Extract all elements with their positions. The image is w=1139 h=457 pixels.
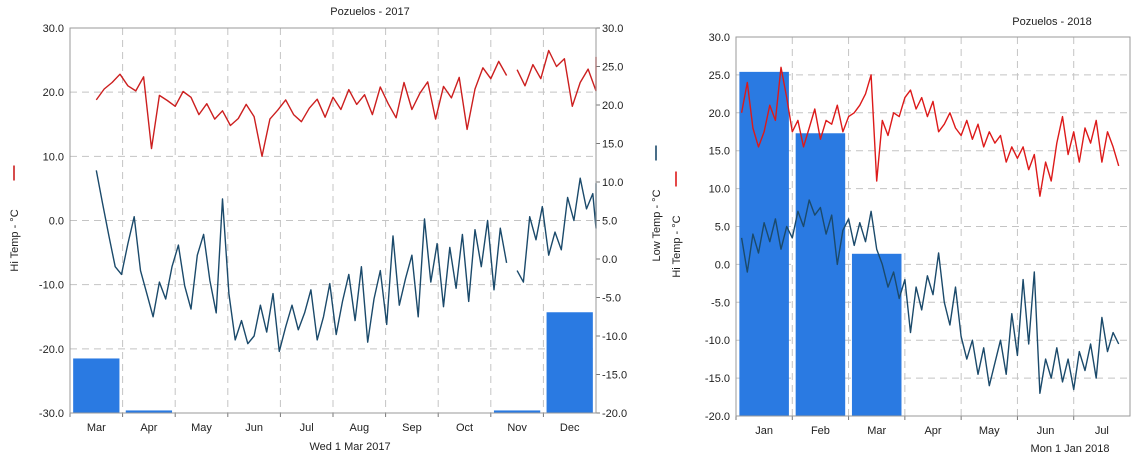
y-tick-left: 0.0 — [49, 216, 64, 228]
y-tick-right: -20.0 — [602, 408, 627, 420]
y-tick-right: -10.0 — [602, 331, 627, 343]
x-tick-label: Jun — [245, 422, 263, 434]
hi-temp-line — [95, 60, 508, 158]
chart-title: Pozuelos - 2017 — [330, 6, 410, 18]
low-temp-line — [740, 199, 1120, 394]
y-tick-right: 30.0 — [602, 23, 623, 35]
low-temp-line — [95, 170, 508, 353]
hi-temp-line — [516, 49, 597, 108]
y-tick-right: -5.0 — [602, 293, 621, 305]
y-tick-left: -10.0 — [705, 335, 730, 347]
y-axis-label-left: Hi Temp - °C — [671, 215, 683, 277]
x-tick-label: Dec — [560, 422, 580, 434]
y-tick-left: -20.0 — [39, 344, 64, 356]
y-tick-right: 5.0 — [602, 216, 617, 228]
y-tick-right: 25.0 — [602, 62, 623, 74]
x-axis-label: Wed 1 Mar 2017 — [309, 441, 390, 453]
y-tick-left: -20.0 — [705, 411, 730, 423]
bar — [125, 410, 173, 413]
x-tick-label: Apr — [924, 425, 941, 437]
x-tick-label: Oct — [456, 422, 473, 434]
bar — [795, 133, 846, 417]
y-tick-left: 20.0 — [43, 87, 64, 99]
y-tick-left: 10.0 — [43, 151, 64, 163]
x-tick-label: Apr — [140, 422, 157, 434]
y-tick-right: 20.0 — [602, 100, 623, 112]
y-tick-right: -15.0 — [602, 370, 627, 382]
x-tick-label: May — [191, 422, 212, 434]
chart-2017: 30.0 20.0 10.0 0.0 -10.0 -20.0 -30.0 30.0 25.0 20… — [9, 6, 663, 453]
x-tick-label: Mar — [87, 422, 106, 434]
plot-frame — [735, 36, 1131, 417]
y-tick-left: 30.0 — [709, 32, 730, 44]
chart-2018: 30.0 25.0 20.0 15.0 10.0 5.0 0.0 -5.0 -10.0 -15.0… — [671, 16, 1131, 455]
x-tick-label: Mar — [867, 425, 886, 437]
low-temp-line — [516, 177, 597, 283]
y-tick-right: 15.0 — [602, 139, 623, 151]
bar — [493, 410, 541, 413]
hi-temp-line — [740, 66, 1120, 197]
y-tick-left: -5.0 — [711, 297, 730, 309]
y-tick-left: 0.0 — [715, 259, 730, 271]
y-tick-left: 20.0 — [709, 108, 730, 120]
bar — [851, 253, 902, 416]
y-tick-right: 10.0 — [602, 177, 623, 189]
y-tick-left: 30.0 — [43, 23, 64, 35]
x-tick-label: Nov — [507, 422, 527, 434]
y-tick-left: 10.0 — [709, 184, 730, 196]
y-tick-left: 5.0 — [715, 222, 730, 234]
x-tick-label: May — [979, 425, 1000, 437]
x-axis-label: Mon 1 Jan 2018 — [1031, 443, 1110, 455]
y-tick-left: 15.0 — [709, 146, 730, 158]
bar — [546, 312, 593, 413]
y-axis-label-right: Low Temp - °C — [651, 189, 663, 261]
y-tick-right: 0.0 — [602, 254, 617, 266]
x-tick-label: Jan — [755, 425, 773, 437]
x-tick-label: Jun — [1037, 425, 1055, 437]
bar — [739, 71, 789, 417]
x-tick-label: Feb — [811, 425, 830, 437]
y-tick-left: -15.0 — [705, 373, 730, 385]
x-tick-label: Jul — [300, 422, 314, 434]
plot-frame — [69, 27, 597, 414]
x-tick-label: Sep — [402, 422, 422, 434]
x-tick-label: Aug — [350, 422, 370, 434]
y-axis-label-left: Hi Temp - °C — [9, 209, 21, 271]
y-tick-left: -10.0 — [39, 280, 64, 292]
bar — [73, 358, 120, 413]
y-tick-left: 25.0 — [709, 70, 730, 82]
y-tick-left: -30.0 — [39, 408, 64, 420]
x-tick-label: Jul — [1095, 425, 1109, 437]
chart-title: Pozuelos - 2018 — [1012, 16, 1092, 28]
